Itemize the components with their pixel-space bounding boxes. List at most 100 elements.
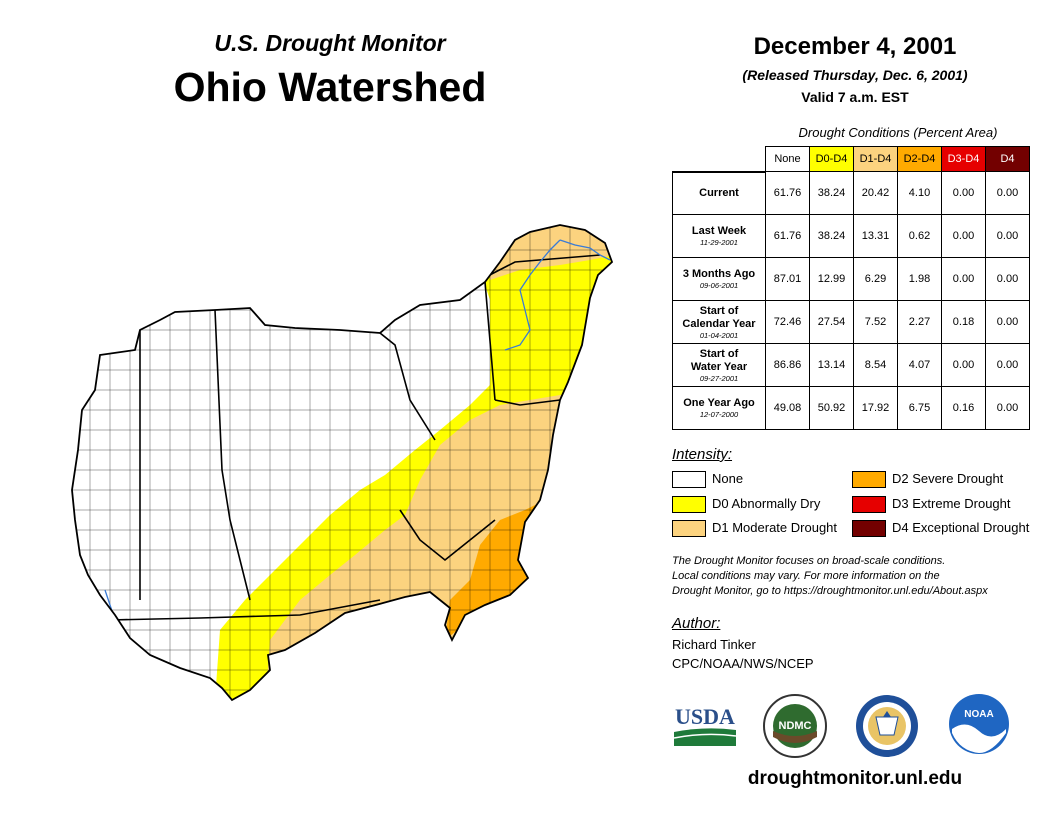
legend-label: None (712, 471, 744, 486)
table-cell: 13.31 (853, 214, 898, 258)
table-cell: 4.07 (897, 343, 942, 387)
map-date: December 4, 2001 (753, 33, 957, 60)
author-name: Richard Tinker (672, 637, 756, 652)
row-date: 01-04-2001 (699, 330, 739, 340)
col-header: D2-D4 (897, 146, 942, 172)
valid-time: Valid 7 a.m. EST (801, 89, 909, 105)
row-label-line: Start of (699, 347, 739, 360)
row-label: One Year Ago 12-07-2000 (672, 386, 766, 430)
disclaimer-note: The Drought Monitor focuses on broad-sca… (672, 554, 1052, 599)
table-cell: 0.16 (941, 386, 986, 430)
legend-swatch (672, 520, 706, 538)
commerce-seal-logo (856, 695, 918, 757)
row-date: 09-06-2001 (699, 281, 739, 290)
col-header: D1-D4 (853, 146, 898, 172)
col-header: None (765, 146, 810, 172)
table-cell: 86.86 (765, 343, 810, 387)
row-label-line: One Year Ago (683, 397, 755, 409)
noaa-logo-text: NOAA (964, 709, 993, 720)
table-cell: 0.00 (985, 257, 1030, 301)
table-cell: 0.00 (941, 214, 986, 258)
legend-item-none: None (672, 470, 744, 489)
table-cell: 0.00 (985, 343, 1030, 387)
release-date: (Released Thursday, Dec. 6, 2001) (742, 67, 968, 83)
table-cell: 0.00 (985, 214, 1030, 258)
table-cell: 0.00 (941, 257, 986, 301)
note-line: Local conditions may vary. For more info… (672, 570, 940, 582)
legend-item-d0: D0 Abnormally Dry (672, 495, 821, 514)
table-cell: 8.54 (853, 343, 898, 387)
legend-swatch (852, 471, 886, 489)
table-row: One Year Ago 12-07-2000 49.08 50.92 17.92 6.7… (672, 386, 1030, 430)
col-header: D0-D4 (809, 146, 854, 172)
author-org: CPC/NOAA/NWS/NCEP (672, 656, 814, 671)
table-corner (672, 146, 766, 173)
table-cell: 0.00 (985, 386, 1030, 430)
table-cell: 6.29 (853, 257, 898, 301)
table-cell: 1.98 (897, 257, 942, 301)
table-row: Start of Calendar Year 01-04-2001 72.46 27.5… (672, 300, 1030, 344)
drought-map (71, 224, 614, 702)
table-cell: 27.54 (809, 300, 854, 344)
legend-swatch (852, 496, 886, 514)
legend-item-d2: D2 Severe Drought (852, 470, 1004, 489)
table-cell: 13.14 (809, 343, 854, 387)
row-label-line: Start of (699, 304, 739, 317)
conditions-title: Drought Conditions (Percent Area) (798, 125, 998, 140)
table-cell: 0.62 (897, 214, 942, 258)
table-cell: 6.75 (897, 386, 942, 430)
row-date: 09-27-2001 (699, 373, 739, 383)
row-label-line: Current (699, 186, 739, 199)
note-line: The Drought Monitor focuses on broad-sca… (672, 555, 946, 567)
legend-item-d4: D4 Exceptional Drought (852, 519, 1030, 538)
table-row: Start of Water Year 09-27-2001 86.86 13.14 8.… (672, 343, 1030, 387)
row-date: 11-29-2001 (700, 238, 738, 247)
table-row: Current 61.76 38.24 20.42 4.10 0.00 0.00 (672, 171, 1030, 215)
usda-logo: USDA (673, 704, 737, 746)
table-cell: 4.10 (897, 171, 942, 215)
table-cell: 2.27 (897, 300, 942, 344)
table-cell: 7.52 (853, 300, 898, 344)
table-cell: 17.92 (853, 386, 898, 430)
table-cell: 0.18 (941, 300, 986, 344)
legend-swatch (672, 496, 706, 514)
legend-label: D4 Exceptional Drought (892, 520, 1030, 535)
legend-label: D1 Moderate Drought (712, 520, 838, 535)
table-row: Last Week 11-29-2001 61.76 38.24 13.31 0.62 0.… (672, 214, 1030, 258)
table-cell: 50.92 (809, 386, 854, 430)
row-date: 12-07-2000 (699, 410, 739, 419)
row-label: Current (672, 171, 766, 215)
table-cell: 12.99 (809, 257, 854, 301)
legend-label: D0 Abnormally Dry (712, 496, 821, 511)
table-cell: 20.42 (853, 171, 898, 215)
table-cell: 61.76 (765, 171, 810, 215)
row-label-line: Calendar Year (682, 317, 756, 330)
row-label-line: 3 Months Ago (682, 268, 756, 280)
table-cell: 0.00 (941, 343, 986, 387)
table-cell: 87.01 (765, 257, 810, 301)
table-cell: 0.00 (985, 300, 1030, 344)
map-title: Ohio Watershed (173, 64, 487, 110)
row-label-line: Water Year (690, 360, 748, 373)
ndmc-logo: NDMC (763, 694, 827, 758)
legend-swatch (852, 520, 886, 538)
usda-logo-text: USDA (675, 704, 735, 729)
table-cell: 49.08 (765, 386, 810, 430)
website-link[interactable]: droughtmonitor.unl.edu (747, 768, 963, 789)
table-cell: 0.00 (985, 171, 1030, 215)
col-header: D4 (985, 146, 1030, 172)
col-header: D3-D4 (941, 146, 986, 172)
legend-item-d1: D1 Moderate Drought (672, 519, 838, 538)
author-label: Author: (672, 615, 721, 632)
row-label: Start of Water Year 09-27-2001 (672, 343, 766, 387)
ndmc-logo-text: NDMC (779, 720, 812, 732)
table-cell: 38.24 (809, 214, 854, 258)
row-label: Last Week 11-29-2001 (672, 214, 766, 258)
table-cell: 61.76 (765, 214, 810, 258)
row-label-line: Last Week (691, 225, 747, 237)
map-subtitle: U.S. Drought Monitor (214, 30, 446, 56)
legend-item-d3: D3 Extreme Drought (852, 495, 1011, 514)
legend-label: D2 Severe Drought (892, 471, 1004, 486)
legend-title: Intensity: (672, 446, 733, 463)
noaa-logo: NOAA (949, 694, 1009, 754)
